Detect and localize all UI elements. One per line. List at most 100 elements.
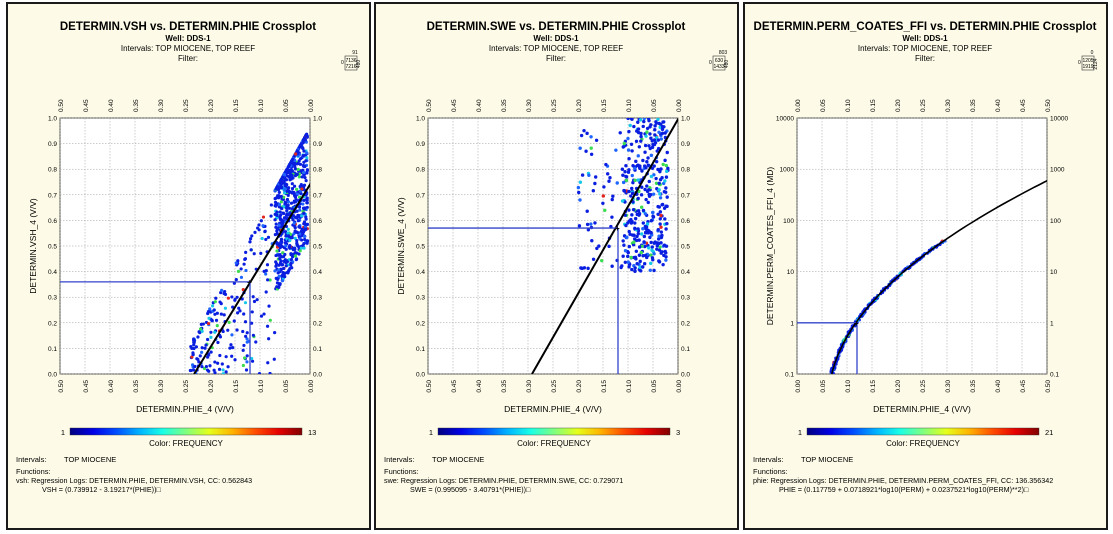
- data-point: [623, 260, 627, 264]
- data-point: [259, 314, 264, 318]
- color-scale-max: 13: [308, 428, 316, 437]
- data-point: [277, 274, 281, 278]
- y-tick-label-right: 0.6: [313, 218, 322, 225]
- footer-interval-value: TOP MIOCENE: [432, 455, 484, 464]
- data-point: [290, 173, 294, 177]
- footer-interval-value: TOP MIOCENE: [64, 455, 116, 464]
- data-point: [301, 184, 305, 189]
- data-point: [266, 361, 270, 365]
- data-point: [288, 178, 292, 182]
- data-point: [580, 173, 585, 177]
- data-point: [621, 254, 625, 258]
- data-point: [233, 297, 237, 302]
- y-tick-label-right: 0.2: [681, 320, 690, 327]
- data-point: [257, 371, 262, 374]
- data-point: [295, 242, 299, 246]
- x-tick-label: 0.15: [601, 380, 608, 393]
- data-point: [653, 124, 657, 128]
- data-point: [295, 230, 300, 235]
- data-point: [636, 178, 640, 182]
- data-point: [647, 192, 651, 197]
- data-point: [295, 238, 299, 243]
- data-point: [274, 253, 278, 258]
- data-point: [649, 219, 654, 223]
- data-point: [650, 256, 655, 260]
- data-point: [664, 163, 669, 168]
- data-point: [255, 298, 259, 302]
- x-tick-label-top: 0.45: [1020, 99, 1027, 112]
- data-point: [216, 361, 220, 365]
- x-tick-label-top: 0.20: [895, 99, 902, 112]
- data-point: [597, 244, 601, 248]
- x-tick-label-top: 0.25: [551, 99, 558, 112]
- data-point: [662, 206, 667, 210]
- data-point: [640, 169, 644, 173]
- data-point: [231, 346, 235, 350]
- data-point: [301, 140, 305, 145]
- data-point: [191, 352, 195, 357]
- data-point: [277, 283, 282, 287]
- data-point: [601, 194, 606, 198]
- x-tick-label-top: 0.35: [501, 99, 508, 112]
- x-tick-label: 0.35: [501, 380, 508, 393]
- data-point: [624, 174, 628, 179]
- data-point: [655, 243, 659, 248]
- x-tick-label-top: 0.35: [133, 99, 140, 112]
- y-tick-label-right: 1: [1050, 320, 1054, 327]
- data-point: [663, 249, 667, 254]
- stat-box: [344, 55, 358, 71]
- data-point: [303, 222, 307, 226]
- data-point: [241, 287, 245, 292]
- data-point: [198, 327, 203, 331]
- data-point: [200, 350, 204, 354]
- data-point: [660, 176, 664, 180]
- data-point: [303, 164, 307, 169]
- data-point: [658, 196, 663, 200]
- data-point: [213, 300, 217, 304]
- data-point: [576, 185, 581, 190]
- intervals-header: Intervals: TOP MIOCENE, TOP REEF: [121, 44, 255, 53]
- data-point: [647, 179, 651, 184]
- x-tick-label: 0.50: [426, 380, 433, 393]
- data-point: [630, 118, 634, 121]
- data-point: [652, 268, 656, 273]
- data-point: [292, 221, 296, 225]
- data-point: [290, 207, 295, 211]
- crossplot-panel-perm: DETERMIN.PERM_COATES_FFI vs. DETERMIN.PH…: [743, 2, 1108, 530]
- well-label: Well: DDS-1: [165, 34, 211, 43]
- y-tick-label: 0.3: [48, 295, 57, 302]
- data-point: [639, 250, 643, 255]
- data-point: [304, 179, 308, 183]
- data-point: [297, 245, 301, 249]
- data-point: [263, 230, 267, 234]
- data-point: [288, 266, 292, 271]
- y-tick-label: 0.1: [48, 346, 57, 353]
- stat-value: 480: [356, 60, 362, 69]
- y-tick-label: 0.8: [416, 167, 425, 174]
- crossplot-panel-swe: DETERMIN.SWE vs. DETERMIN.PHIE Crossplot…: [374, 2, 739, 530]
- x-tick-label-top: 0.40: [995, 99, 1002, 112]
- x-tick-label: 0.30: [945, 380, 952, 393]
- y-tick-label-right: 0.7: [681, 192, 690, 199]
- data-point: [280, 223, 285, 227]
- data-point: [206, 355, 210, 359]
- x-tick-label-top: 0.30: [158, 99, 165, 112]
- data-point: [651, 215, 656, 219]
- data-point: [277, 223, 281, 227]
- data-point: [629, 221, 634, 225]
- data-point: [627, 229, 631, 234]
- data-point: [657, 259, 661, 263]
- color-scale-min: 1: [798, 428, 802, 437]
- data-point: [279, 254, 283, 259]
- x-tick-label: 0.40: [476, 380, 483, 393]
- data-point: [622, 141, 626, 146]
- data-point: [646, 156, 650, 160]
- data-point: [262, 312, 266, 316]
- y-tick-label-right: 0.5: [681, 244, 690, 251]
- data-point: [661, 120, 665, 124]
- data-point: [649, 240, 653, 245]
- data-point: [664, 190, 668, 194]
- data-point: [291, 157, 295, 161]
- y-tick-label: 0.8: [48, 167, 57, 174]
- x-tick-label: 0.10: [258, 380, 265, 393]
